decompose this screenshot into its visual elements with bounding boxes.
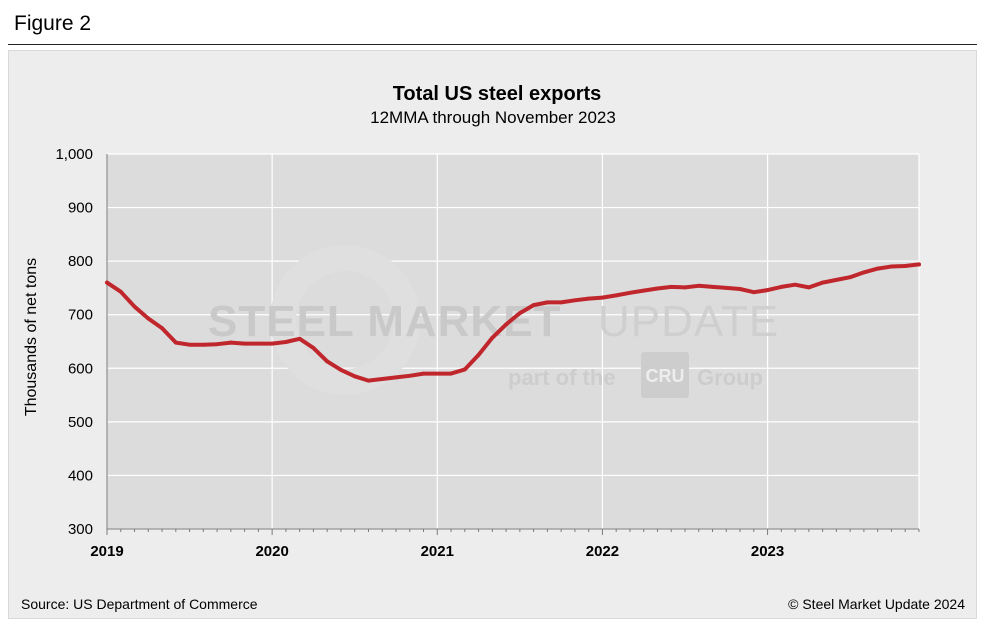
watermark-tagline-pre: part of the [508, 365, 616, 390]
y-tick-label: 800 [68, 253, 93, 270]
data-point [187, 342, 192, 347]
data-point [572, 298, 577, 303]
data-point [490, 335, 495, 340]
data-point [132, 304, 137, 309]
watermark-cru-logo [641, 352, 689, 398]
data-point [903, 264, 908, 268]
watermark-ring-icon [270, 245, 420, 395]
data-point [256, 341, 261, 346]
data-point [765, 288, 770, 292]
data-point [297, 336, 302, 341]
data-point [531, 303, 536, 307]
data-point [476, 352, 481, 357]
watermark-brand-bold: STEEL MARKET [208, 297, 561, 346]
data-point [242, 341, 247, 346]
data-point [118, 289, 123, 294]
data-point [559, 300, 564, 305]
y-tick-label: 1,000 [55, 146, 93, 163]
data-point [834, 277, 839, 282]
data-point [105, 280, 109, 285]
watermark: STEEL MARKET UPDATE part of the CRU Grou… [208, 245, 779, 398]
data-point [270, 341, 275, 346]
data-point [820, 280, 825, 285]
data-point [504, 322, 509, 327]
chart-subtitle: 12MMA through November 2023 [370, 108, 616, 127]
data-point [545, 300, 550, 305]
y-tick-label: 600 [68, 360, 93, 377]
data-point [806, 285, 811, 290]
data-point [586, 296, 591, 301]
data-point [517, 311, 522, 316]
data-point [600, 295, 605, 300]
data-point [751, 290, 756, 295]
data-point [421, 371, 426, 376]
data-point [641, 288, 646, 293]
watermark-tagline-post: Group [697, 365, 763, 390]
x-tick-label: 2019 [90, 543, 123, 560]
data-point [283, 340, 288, 344]
data-point [628, 290, 632, 295]
copyright-note: © Steel Market Update 2024 [788, 596, 965, 612]
series-line [105, 262, 921, 383]
data-point [394, 375, 398, 380]
y-tick-label: 700 [68, 307, 93, 324]
x-tick-label: 2021 [421, 543, 454, 560]
source-note: Source: US Department of Commerce [21, 596, 258, 612]
data-point [380, 377, 385, 381]
data-point [848, 275, 853, 280]
x-tick-labels: 2019 2020 2021 2022 2023 [90, 543, 784, 560]
y-tick-label: 500 [68, 414, 93, 431]
data-point [793, 282, 798, 287]
data-point [407, 373, 412, 378]
y-tick-label: 300 [68, 521, 93, 538]
data-point [215, 342, 220, 347]
x-tick-label: 2023 [751, 543, 784, 560]
data-point [738, 287, 742, 291]
watermark-brand-light: UPDATE [598, 297, 779, 346]
data-point [861, 270, 866, 275]
data-point [449, 371, 453, 376]
data-point [160, 326, 164, 331]
data-point [779, 284, 784, 289]
y-tick-labels: 300 400 500 600 700 800 900 1,000 [55, 146, 93, 538]
data-point [696, 283, 701, 288]
figure-rule [8, 44, 977, 45]
data-point [614, 293, 619, 298]
data-point [435, 371, 440, 376]
data-point [683, 285, 687, 290]
data-point [655, 286, 660, 291]
watermark-cru-text: CRU [646, 366, 685, 386]
axes [106, 154, 920, 535]
data-point [366, 378, 371, 383]
data-point [462, 367, 467, 372]
data-point [228, 340, 233, 345]
chart-title: Total US steel exports [393, 83, 602, 105]
x-tick-label: 2022 [586, 543, 619, 560]
data-point [889, 264, 894, 269]
data-point [917, 262, 921, 267]
data-point [201, 342, 206, 347]
data-point [311, 346, 316, 350]
data-point [875, 266, 880, 271]
series-points [105, 262, 921, 383]
data-point [669, 284, 674, 289]
y-tick-label: 400 [68, 467, 93, 484]
data-point [724, 286, 729, 290]
data-point [325, 359, 330, 364]
data-point [339, 367, 343, 372]
data-point [173, 340, 178, 345]
figure-label: Figure 2 [14, 12, 92, 35]
x-tick-label: 2020 [255, 543, 288, 560]
data-point [710, 284, 715, 289]
data-point [352, 374, 357, 379]
y-tick-label: 900 [68, 200, 93, 217]
y-axis-label: Thousands of net tons [23, 258, 40, 416]
data-point [146, 316, 151, 321]
